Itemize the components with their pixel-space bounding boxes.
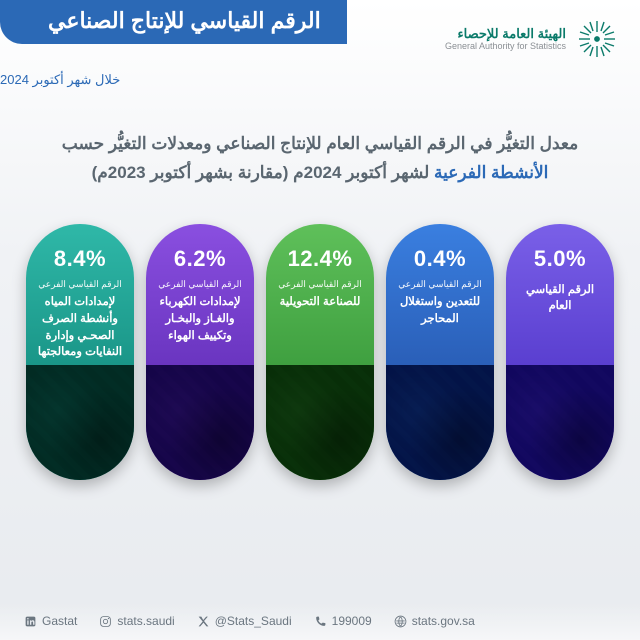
metric-label: للصناعة التحويلية xyxy=(272,294,369,311)
metric-percent: 0.4% xyxy=(414,246,466,272)
metric-pill: 6.2% الرقم القياسي الفرعي لإمدادات الكهربا… xyxy=(146,224,254,480)
pill-image-band xyxy=(506,365,614,480)
pill-image-band xyxy=(26,365,134,480)
metric-label: لإمدادات الكهرباءوالغـاز والبخـاروتكييف … xyxy=(151,294,248,344)
metric-percent: 6.2% xyxy=(174,246,226,272)
desc-emphasis: الأنشطة الفرعية xyxy=(434,163,548,182)
x-icon xyxy=(197,615,210,628)
org-name-ar: الهيئة العامة للإحصاء xyxy=(445,26,566,42)
footer-linkedin: Gastat xyxy=(24,614,77,628)
phone-icon xyxy=(314,615,327,628)
footer-instagram: stats.saudi xyxy=(99,614,174,628)
instagram-icon xyxy=(99,615,112,628)
org-logo: الهيئة العامة للإحصاء General Authority … xyxy=(445,18,618,60)
chart-description: معدل التغيُّر في الرقم القياسي العام للإ… xyxy=(0,88,640,224)
metric-subtitle: الرقم القياسي الفرعي xyxy=(390,278,489,291)
metric-pill: 12.4% الرقم القياسي الفرعي للصناعة التحويل… xyxy=(266,224,374,480)
desc-line1: معدل التغيُّر في الرقم القياسي العام للإ… xyxy=(62,134,578,153)
globe-icon xyxy=(394,615,407,628)
org-name-en: General Authority for Statistics xyxy=(445,41,566,52)
pill-image-band xyxy=(266,365,374,480)
metric-pill: 8.4% الرقم القياسي الفرعي لإمدادات المياهو… xyxy=(26,224,134,480)
metric-label: للتعدين واستغلالالمحاجر xyxy=(392,294,488,327)
logo-starburst-icon xyxy=(576,18,618,60)
metric-pill: 5.0% الرقم القياسيالعام xyxy=(506,224,614,480)
metric-percent: 12.4% xyxy=(288,246,353,272)
metric-label: لإمدادات المياهوأنشطة الصرفالصحـي وإدارة… xyxy=(30,294,130,361)
metric-percent: 5.0% xyxy=(534,246,586,272)
period-subtitle: خلال شهر أكتوبر 2024 xyxy=(0,68,640,88)
desc-rest: لشهر أكتوبر 2024م (مقارنة بشهر أكتوبر 20… xyxy=(92,163,434,182)
pill-chart: 5.0% الرقم القياسيالعام 0.4% الرقم القياسي … xyxy=(0,224,640,480)
footer-x: @Stats_Saudi xyxy=(197,614,292,628)
metric-subtitle: الرقم القياسي الفرعي xyxy=(150,278,249,291)
metric-subtitle: الرقم القياسي الفرعي xyxy=(30,278,129,291)
footer-contacts: stats.gov.sa 199009 @Stats_Saudi stats.s… xyxy=(0,602,640,640)
pill-image-band xyxy=(146,365,254,480)
metric-pill: 0.4% الرقم القياسي الفرعي للتعدين واستغلال… xyxy=(386,224,494,480)
pill-image-band xyxy=(386,365,494,480)
page-title-banner: الرقم القياسي للإنتاج الصناعي xyxy=(0,0,347,44)
footer-website: stats.gov.sa xyxy=(394,614,475,628)
footer-phone: 199009 xyxy=(314,614,372,628)
metric-label: الرقم القياسيالعام xyxy=(518,282,602,315)
linkedin-icon xyxy=(24,615,37,628)
metric-subtitle: الرقم القياسي الفرعي xyxy=(270,278,369,291)
metric-percent: 8.4% xyxy=(54,246,106,272)
